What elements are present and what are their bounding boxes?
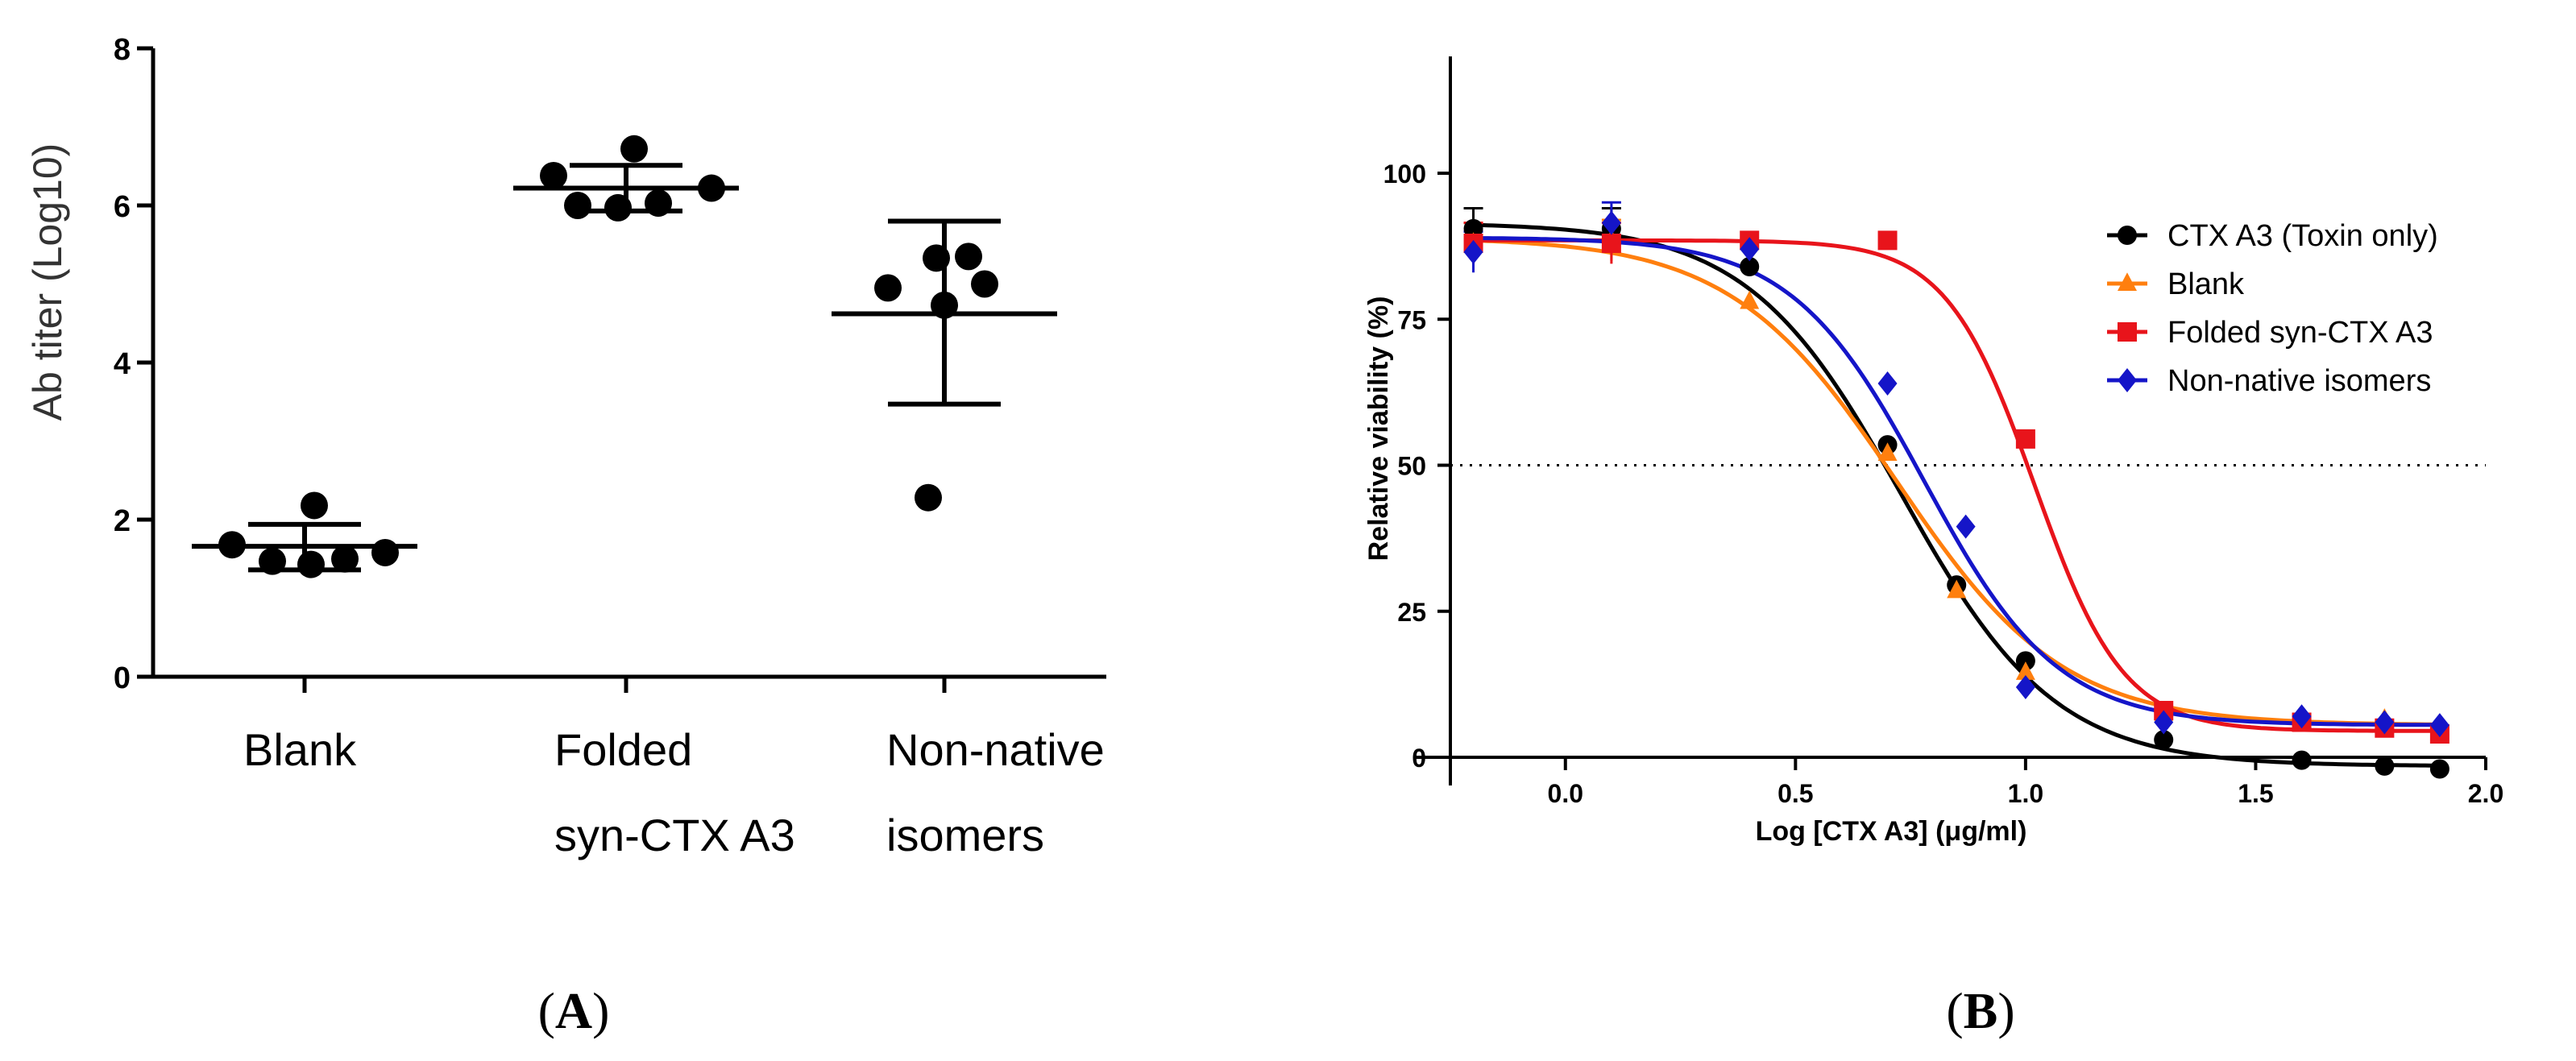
- data-point: [2375, 710, 2395, 735]
- fit-curve: [1473, 238, 2440, 727]
- panel-label-b: (B): [1946, 982, 2014, 1039]
- data-point: [2429, 713, 2449, 738]
- data-point: [2154, 730, 2174, 750]
- data-point: [2015, 661, 2035, 680]
- data-point: [1877, 442, 1898, 461]
- x-tick-label: 1.5: [2238, 779, 2273, 808]
- data-point: [915, 483, 942, 512]
- panel-b-y-axis-label: Relative viability (%): [1363, 296, 1394, 562]
- legend-marker: [2118, 322, 2137, 342]
- data-point: [698, 174, 725, 202]
- data-point: [971, 270, 998, 298]
- legend-marker: [2118, 226, 2137, 245]
- panel-label-a: (A): [538, 982, 610, 1039]
- legend-marker: [2118, 368, 2137, 392]
- y-tick-label: 0: [114, 661, 131, 695]
- x-tick-label: 2.0: [2468, 779, 2503, 808]
- y-tick-label: 0: [1412, 744, 1426, 773]
- panel-a-category-labels: Blank Folded syn-CTX A3 Non-native isomers: [243, 724, 1105, 860]
- data-point: [1740, 257, 1760, 276]
- data-point: [301, 491, 328, 520]
- y-tick-label: 8: [114, 33, 131, 67]
- data-point: [1601, 210, 1621, 235]
- category-label: Non-native: [886, 724, 1105, 775]
- data-point: [540, 161, 567, 189]
- legend-marker: [2118, 272, 2137, 291]
- panel-a-y-axis-label: Ab titer (Log10): [25, 143, 70, 421]
- data-point: [564, 192, 591, 219]
- category-label: Folded: [554, 724, 692, 775]
- y-tick-label: 75: [1397, 305, 1426, 334]
- data-point: [2292, 750, 2312, 770]
- data-point: [645, 189, 672, 218]
- legend-label: Folded syn-CTX A3: [2167, 316, 2433, 350]
- data-point: [620, 135, 648, 163]
- x-tick-label: 1.0: [2008, 779, 2043, 808]
- data-point: [297, 550, 325, 578]
- panel-a-ticks: 0 2 4 6 8: [114, 33, 947, 695]
- category-label: Blank: [243, 724, 357, 775]
- data-point: [218, 531, 246, 559]
- legend: CTX A3 (Toxin only) Blank Folded syn-CTX A…: [2107, 219, 2438, 398]
- panel-b-dose-response: 0 25 50 75 100 0.0 0.5 1.0 1.5 2.0 CTX A3 (Toxin …: [1363, 56, 2503, 847]
- panel-b-x-axis-label: Log [CTX A3] (μg/ml): [1756, 816, 2027, 847]
- data-point: [955, 242, 982, 271]
- panel-b-axes: [1414, 56, 2486, 785]
- panel-b-ticks: 0 25 50 75 100 0.0 0.5 1.0 1.5 2.0: [1383, 160, 2504, 808]
- data-point: [2429, 759, 2449, 779]
- data-point: [604, 193, 632, 222]
- panel-b-fit-curves: [1473, 222, 2440, 768]
- data-point: [1740, 290, 1760, 309]
- data-point: [1877, 230, 1898, 251]
- data-point: [2015, 429, 2035, 449]
- data-point: [1601, 234, 1621, 253]
- y-tick-label: 2: [114, 504, 131, 538]
- category-label: syn-CTX A3: [554, 810, 795, 860]
- data-point: [2015, 675, 2035, 699]
- y-tick-label: 100: [1383, 160, 1426, 189]
- fit-curve: [1473, 238, 2440, 733]
- y-tick-label: 25: [1397, 598, 1426, 627]
- data-point: [1956, 514, 1976, 539]
- y-tick-label: 4: [114, 347, 131, 381]
- panel-b-points: [1463, 210, 2449, 779]
- panel-a-dot-plot: 0 2 4 6 8 Blank Folded syn-CTX A3 Non-native iso…: [25, 33, 1106, 860]
- data-point: [1463, 218, 1483, 238]
- data-point: [2292, 704, 2312, 729]
- data-point: [2375, 756, 2395, 776]
- category-label: isomers: [886, 810, 1044, 860]
- legend-label: CTX A3 (Toxin only): [2167, 219, 2438, 253]
- y-tick-label: 50: [1397, 452, 1426, 481]
- data-point: [371, 538, 399, 566]
- data-point: [2154, 710, 2174, 735]
- data-point: [931, 291, 958, 319]
- data-point: [1463, 239, 1483, 264]
- panel-a-points: [218, 135, 998, 578]
- data-point: [331, 545, 359, 573]
- fit-curve: [1473, 222, 2440, 768]
- x-tick-label: 0.0: [1548, 779, 1583, 808]
- data-point: [259, 547, 286, 575]
- y-tick-label: 6: [114, 190, 131, 224]
- data-point: [1947, 579, 1967, 599]
- data-point: [923, 244, 950, 272]
- data-point: [874, 274, 902, 302]
- data-point: [1740, 237, 1760, 262]
- legend-label: Blank: [2167, 267, 2245, 301]
- fit-curve: [1473, 235, 2440, 727]
- data-point: [1877, 371, 1898, 396]
- x-tick-label: 0.5: [1777, 779, 1813, 808]
- data-point: [2015, 651, 2035, 671]
- legend-label: Non-native isomers: [2167, 364, 2431, 398]
